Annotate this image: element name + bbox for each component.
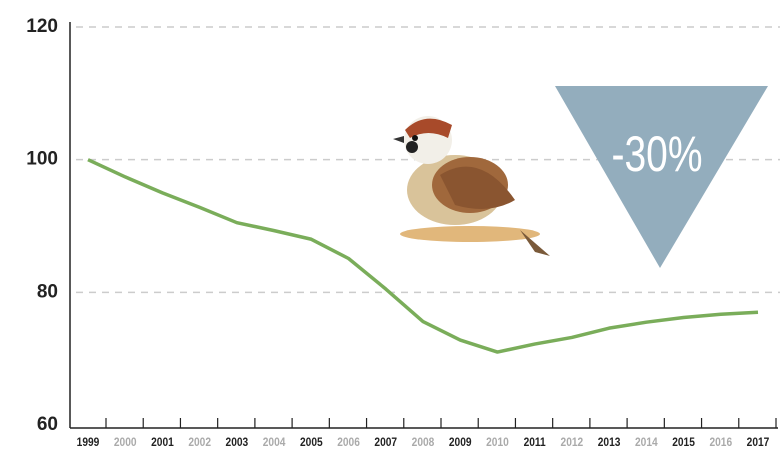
x-tick-label: 2001: [151, 436, 174, 449]
x-tick-label: 2003: [226, 436, 249, 449]
x-tick-label: 2002: [188, 436, 211, 449]
y-tick-label: 60: [37, 414, 58, 435]
y-tick-label: 80: [37, 281, 58, 302]
x-tick-label: 2006: [337, 436, 360, 449]
x-tick-label: 1999: [77, 436, 100, 449]
x-tick-label: 2017: [747, 436, 770, 449]
y-tick-label: 120: [26, 16, 58, 37]
x-tick-label: 2008: [412, 436, 435, 449]
y-tick-label: 100: [26, 149, 58, 170]
data-line: [87, 158, 759, 354]
x-tick-label: 2015: [672, 436, 695, 449]
x-tick-label: 2013: [598, 436, 621, 449]
bird-illustration: [393, 116, 550, 256]
x-tick-label: 2011: [524, 436, 546, 449]
annotation-triangle: [555, 86, 768, 268]
x-tick-label: 2014: [635, 436, 658, 449]
x-tick-label: 2004: [263, 436, 286, 449]
annotation: -30%: [611, 125, 702, 182]
x-tick-label: 2007: [374, 436, 397, 449]
x-tick-label: 2005: [300, 436, 323, 449]
x-tick-label: 2016: [709, 436, 732, 449]
x-tick-label: 2010: [486, 436, 509, 449]
x-tick-label: 2009: [449, 436, 472, 449]
x-tick-label: 2000: [114, 436, 137, 449]
x-tick-label: 2012: [561, 436, 584, 449]
